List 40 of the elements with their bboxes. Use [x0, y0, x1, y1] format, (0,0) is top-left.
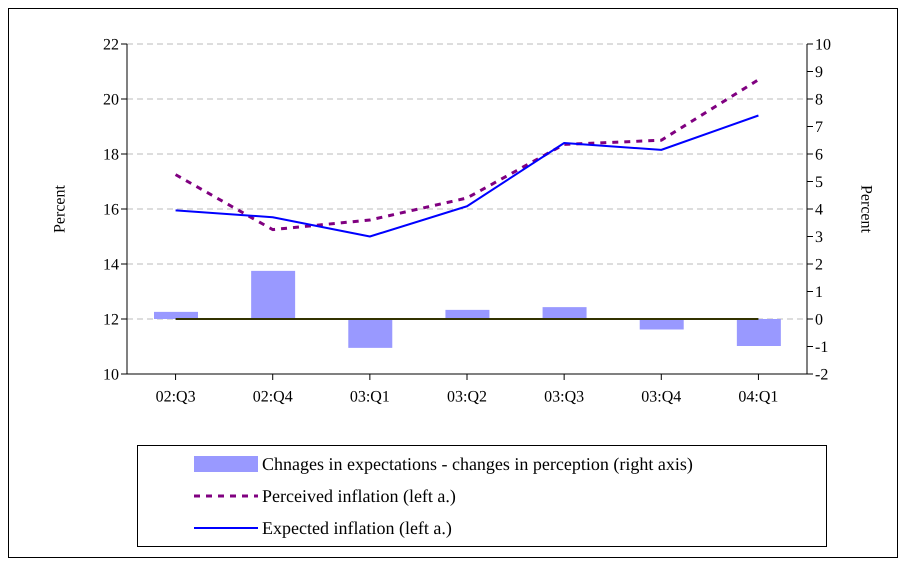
x-tick-label: 02:Q4 — [252, 388, 293, 406]
y2-tick-label: 6 — [815, 146, 823, 164]
x-tick-label: 03:Q1 — [350, 388, 390, 406]
y-tick-label: 22 — [103, 36, 119, 54]
y-tick-label: 14 — [103, 256, 119, 274]
y-tick-label: 10 — [103, 366, 119, 384]
x-tick-label: 04:Q1 — [738, 388, 778, 406]
x-tick-label: 02:Q3 — [156, 388, 196, 406]
y2-tick-label: 3 — [815, 229, 823, 246]
y2-tick-label: 8 — [815, 92, 823, 109]
x-tick-label: 03:Q4 — [641, 388, 682, 406]
bar — [640, 319, 684, 330]
y2-tick-label: 10 — [815, 36, 831, 54]
x-tick-label: 03:Q2 — [447, 388, 487, 406]
y-axis-title: Percent — [52, 184, 69, 233]
y2-tick-label: 2 — [815, 256, 823, 274]
legend-label: Expected inflation (left a.) — [262, 518, 452, 538]
legend-label: Perceived inflation (left a.) — [262, 486, 456, 506]
y2-tick-label: 1 — [815, 284, 823, 302]
y-tick-label: 12 — [103, 312, 119, 329]
bar — [348, 319, 392, 348]
y2-axis-title: Percent — [857, 185, 874, 234]
line-series — [174, 114, 760, 238]
y2-tick-label: 0 — [815, 312, 823, 329]
y-tick-label: 20 — [103, 92, 119, 109]
bar — [154, 312, 198, 319]
bar — [542, 307, 587, 319]
line-series — [174, 78, 760, 232]
y2-tick-label: -1 — [815, 339, 828, 356]
bar — [736, 319, 781, 346]
y2-tick-label: 4 — [815, 202, 823, 219]
bar — [251, 270, 296, 319]
y2-tick-label: -2 — [815, 366, 828, 384]
y2-tick-label: 9 — [815, 64, 823, 82]
y-tick-label: 18 — [103, 146, 119, 164]
y2-tick-label: 7 — [815, 119, 823, 136]
x-tick-label: 03:Q3 — [544, 388, 584, 406]
y-tick-label: 16 — [103, 202, 119, 219]
y2-tick-label: 5 — [815, 174, 823, 192]
legend-label: Chnages in expectations - changes in perception (right axis) — [262, 454, 693, 474]
